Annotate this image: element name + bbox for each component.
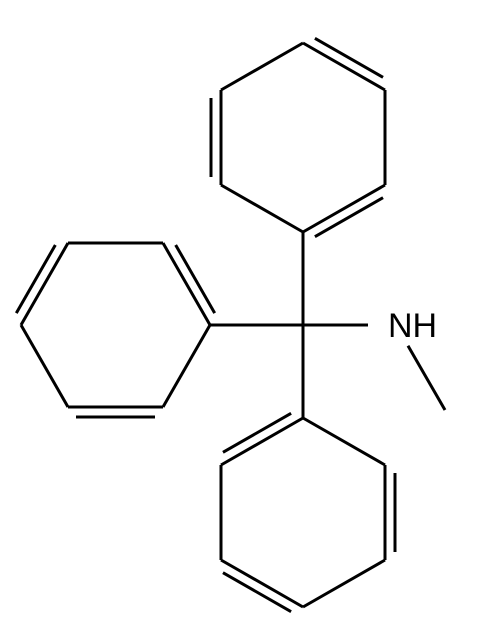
atom-label-N: NH: [388, 307, 437, 345]
molecule-diagram: NH: [0, 0, 500, 640]
